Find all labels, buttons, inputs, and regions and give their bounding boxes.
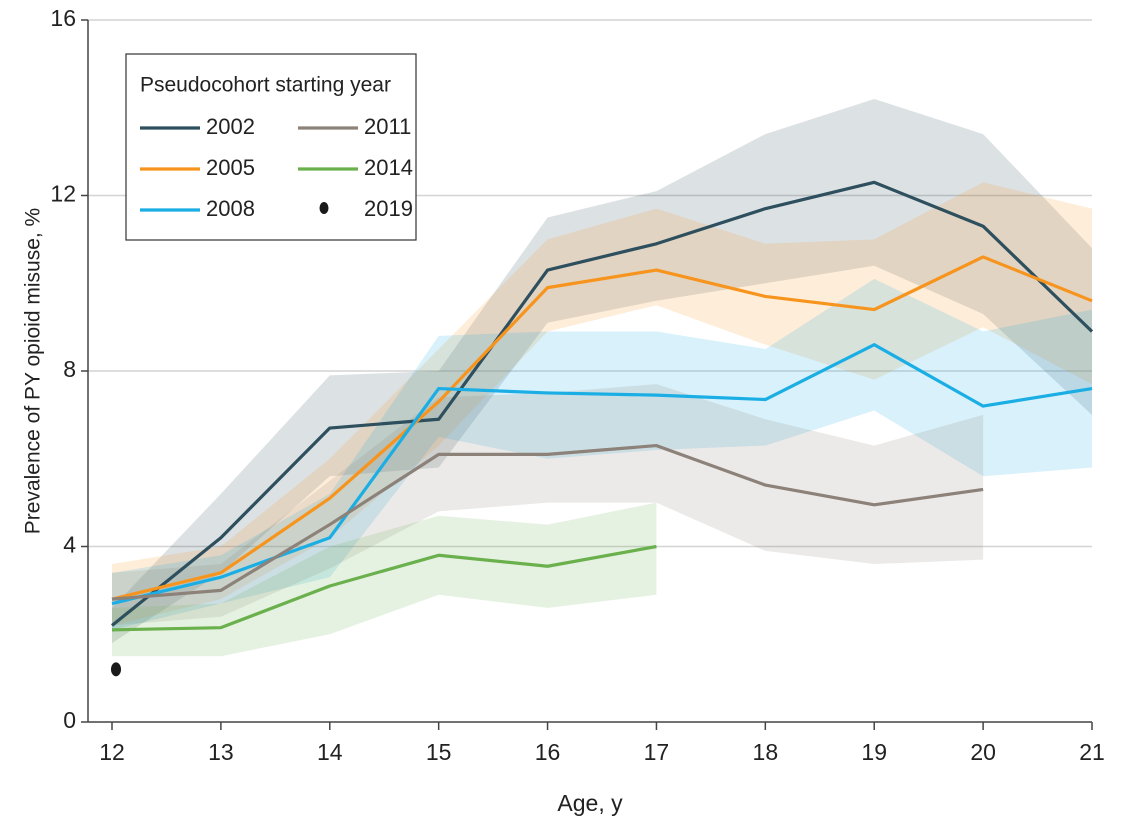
- legend-label: 2014: [364, 155, 413, 180]
- x-tick-label: 18: [753, 739, 779, 765]
- legend-label: 2005: [206, 155, 255, 180]
- legend-label: 2008: [206, 196, 255, 221]
- y-tick-label: 8: [63, 356, 76, 382]
- confidence-band: [112, 98, 1092, 644]
- x-tick-label: 15: [426, 739, 452, 765]
- y-tick-label: 0: [63, 707, 76, 733]
- y-tick-label: 12: [50, 181, 76, 207]
- x-tick-label: 20: [970, 739, 996, 765]
- x-axis-label: Age, y: [557, 790, 623, 816]
- line: [110, 180, 1094, 627]
- line: [111, 255, 1093, 601]
- legend-label: 2011: [364, 114, 411, 139]
- confidence-band: [112, 384, 984, 626]
- x-tick-label: 16: [535, 739, 561, 765]
- y-tick-label: 4: [63, 532, 76, 558]
- x-tick-label: 17: [644, 739, 670, 765]
- point: [111, 662, 121, 677]
- confidence-band: [112, 278, 1092, 630]
- x-tick-label: 12: [99, 739, 125, 765]
- legend-marker: [319, 202, 329, 214]
- legend-label: 2002: [206, 114, 255, 139]
- legend: Pseudocohort starting year 2002 2005 2008 20…: [125, 53, 417, 241]
- line: [111, 443, 984, 601]
- y-tick-label: 16: [50, 5, 76, 31]
- legend-title: Pseudocohort starting year: [140, 74, 391, 97]
- y-axis-label: Prevalence of PY opioid misuse, %: [22, 208, 45, 534]
- confidence-band: [112, 182, 1092, 626]
- legend-label: 2019: [364, 196, 413, 221]
- x-tick-label: 21: [1079, 739, 1105, 765]
- x-tick-label: 14: [317, 739, 343, 765]
- x-tick-label: 13: [208, 739, 234, 765]
- line: [111, 544, 657, 632]
- x-tick-label: 19: [861, 739, 887, 765]
